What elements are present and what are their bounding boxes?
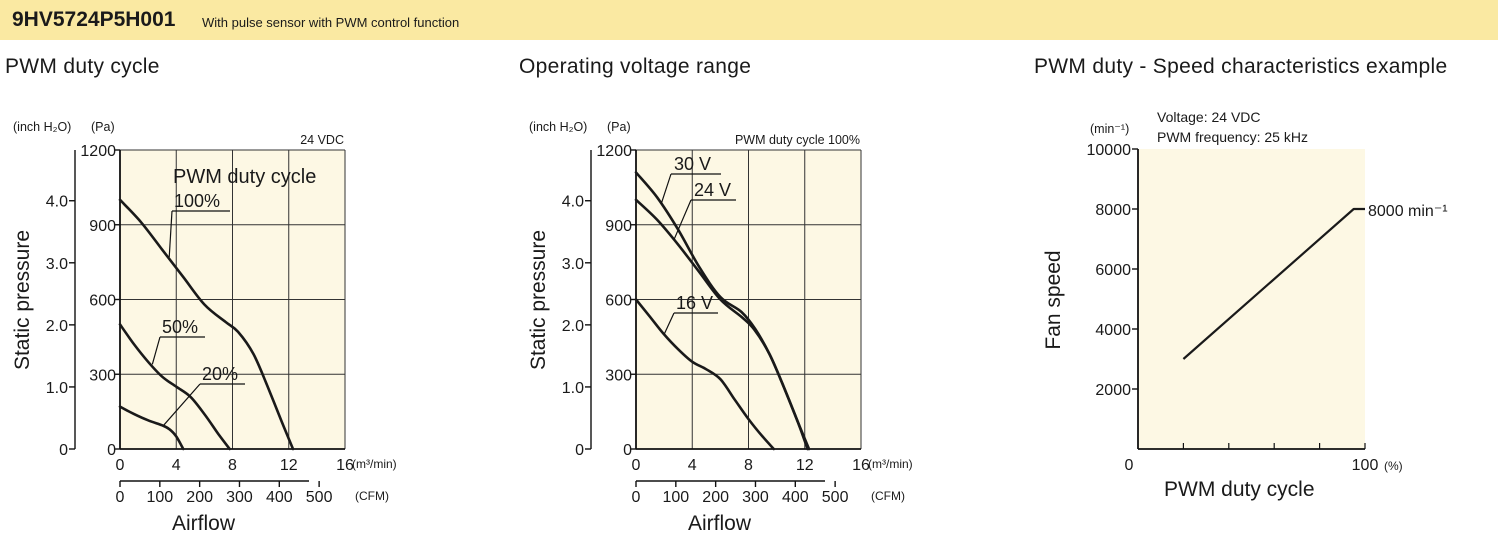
chart2-cfm-tick-label: 0 xyxy=(632,489,641,506)
chart2-label-leader xyxy=(673,199,692,240)
chart1-cfm-tick-label: 500 xyxy=(306,489,333,506)
chart1-pa-tick-label: 1200 xyxy=(80,143,116,160)
chart1-pa-tick-label: 0 xyxy=(107,442,116,459)
chart1-series-line-1 xyxy=(118,323,231,451)
chart1-x-tick-label: 0 xyxy=(116,457,125,474)
chart3-annotation: 8000 min⁻¹ xyxy=(1368,203,1448,220)
chart3-y-axis-title: Fan speed xyxy=(1042,250,1065,349)
chart1-x-axis-title: Airflow xyxy=(172,512,236,535)
chart2-x-tick-label: 8 xyxy=(744,457,753,474)
chart1-x-tick-label: 8 xyxy=(228,457,237,474)
chart2-x-tick-label: 16 xyxy=(852,457,870,474)
chart2-series-line-2 xyxy=(634,298,776,451)
chart1-series-label-2: 20% xyxy=(202,364,238,384)
header-banner: 9HV5724P5H001 With pulse sensor with PWM… xyxy=(0,0,1498,40)
chart3-y-tick-label: 6000 xyxy=(1095,262,1131,279)
chart2-series-label-1: 24 V xyxy=(694,180,731,200)
chart2-y-axis-title: Static pressure xyxy=(527,230,550,370)
chart1-series-label-0: 100% xyxy=(174,191,220,211)
chart2-inch-tick-label: 3.0 xyxy=(562,256,584,273)
chart1-series-line-0 xyxy=(118,198,295,451)
chart2-inch-tick-label: 2.0 xyxy=(562,318,584,335)
chart2-cfm-unit: (CFM) xyxy=(871,489,905,503)
chart1-x-unit: (m³/min) xyxy=(352,457,397,471)
chart3-x-tick-label: 100 xyxy=(1352,457,1379,474)
chart1-label-leader xyxy=(168,210,173,258)
chart2-label-leader xyxy=(663,312,675,335)
chart3-condition-voltage: Voltage: 24 VDC xyxy=(1157,109,1261,125)
chart2-pa-tick-label: 300 xyxy=(605,367,632,384)
chart1-series-line-2 xyxy=(118,405,185,451)
chart1-cfm-tick-label: 0 xyxy=(116,489,125,506)
chart2-cfm-tick-label: 200 xyxy=(702,489,729,506)
chart1-cfm-tick-label: 200 xyxy=(186,489,213,506)
chart1-label-leader xyxy=(151,336,161,365)
chart3-y-unit: (min⁻¹) xyxy=(1090,122,1129,136)
chart1-label-leader xyxy=(163,383,201,426)
chart2-inch-tick-label: 1.0 xyxy=(562,380,584,397)
chart3-y-tick-label: 10000 xyxy=(1087,142,1132,159)
section-title-voltage-range: Operating voltage range xyxy=(519,55,752,78)
chart1-inch-tick-label: 0 xyxy=(59,442,68,459)
chart1-pa-tick-label: 900 xyxy=(89,218,116,235)
chart3-x-unit: (%) xyxy=(1384,459,1403,473)
chart1-y-unit-inch: (inch H₂O) xyxy=(13,120,71,134)
chart1-pa-tick-label: 600 xyxy=(89,293,116,310)
chart2-condition-label: PWM duty cycle 100% xyxy=(735,133,860,147)
chart2-cfm-tick-label: 300 xyxy=(742,489,769,506)
chart2-series-line-1 xyxy=(634,198,811,451)
chart1-y-unit-pa: (Pa) xyxy=(91,120,115,134)
chart2-y-unit-inch: (inch H₂O) xyxy=(529,120,587,134)
chart2-cfm-tick-label: 400 xyxy=(782,489,809,506)
chart1-x-tick-label: 16 xyxy=(336,457,354,474)
chart1-cfm-tick-label: 100 xyxy=(146,489,173,506)
chart2-series-label-0: 30 V xyxy=(674,154,711,174)
chart3-x-axis-title: PWM duty cycle xyxy=(1164,478,1315,501)
section-title-pwm-duty: PWM duty cycle xyxy=(5,55,160,78)
chart2-pa-tick-label: 900 xyxy=(605,218,632,235)
chart3-y-tick-label: 8000 xyxy=(1095,202,1131,219)
chart2-label-leader xyxy=(660,173,672,204)
model-number: 9HV5724P5H001 xyxy=(12,8,176,31)
chart2-cfm-tick-label: 100 xyxy=(662,489,689,506)
chart3-y-tick-label: 4000 xyxy=(1095,322,1131,339)
chart3-x-tick-label: 0 xyxy=(1125,457,1134,474)
chart1-cfm-tick-label: 400 xyxy=(266,489,293,506)
chart2-pa-tick-label: 1200 xyxy=(596,143,632,160)
chart2-x-axis-title: Airflow xyxy=(688,512,752,535)
chart1-pa-tick-label: 300 xyxy=(89,367,116,384)
chart1-x-tick-label: 4 xyxy=(172,457,181,474)
chart2-x-tick-label: 12 xyxy=(796,457,814,474)
chart2-x-tick-label: 4 xyxy=(688,457,697,474)
chart1-inch-tick-label: 3.0 xyxy=(46,256,68,273)
chart1-series-label-1: 50% xyxy=(162,317,198,337)
chart2-inch-tick-label: 4.0 xyxy=(562,194,584,211)
chart2-x-unit: (m³/min) xyxy=(868,457,913,471)
chart2-inch-tick-label: 0 xyxy=(575,442,584,459)
chart1-legend-title: PWM duty cycle xyxy=(173,166,316,188)
chart2-cfm-tick-label: 500 xyxy=(822,489,849,506)
chart1-inch-tick-label: 4.0 xyxy=(46,194,68,211)
chart1-inch-tick-label: 2.0 xyxy=(46,318,68,335)
chart1-cfm-unit: (CFM) xyxy=(355,489,389,503)
chart2-y-unit-pa: (Pa) xyxy=(607,120,631,134)
chart2-x-tick-label: 0 xyxy=(632,457,641,474)
chart3-series-line xyxy=(1182,207,1365,360)
chart1-cfm-tick-label: 300 xyxy=(226,489,253,506)
chart2-pa-tick-label: 600 xyxy=(605,293,632,310)
chart2-series-label-2: 16 V xyxy=(676,293,713,313)
chart1-condition-label: 24 VDC xyxy=(300,133,344,147)
section-title-speed-characteristics: PWM duty - Speed characteristics example xyxy=(1034,55,1448,78)
chart1-inch-tick-label: 1.0 xyxy=(46,380,68,397)
chart2-pa-tick-label: 0 xyxy=(623,442,632,459)
chart3-y-tick-label: 2000 xyxy=(1095,382,1131,399)
model-description: With pulse sensor with PWM control funct… xyxy=(202,15,460,30)
chart1-y-axis-title: Static pressure xyxy=(11,230,34,370)
chart3-condition-frequency: PWM frequency: 25 kHz xyxy=(1157,129,1308,145)
chart1-x-tick-label: 12 xyxy=(280,457,298,474)
